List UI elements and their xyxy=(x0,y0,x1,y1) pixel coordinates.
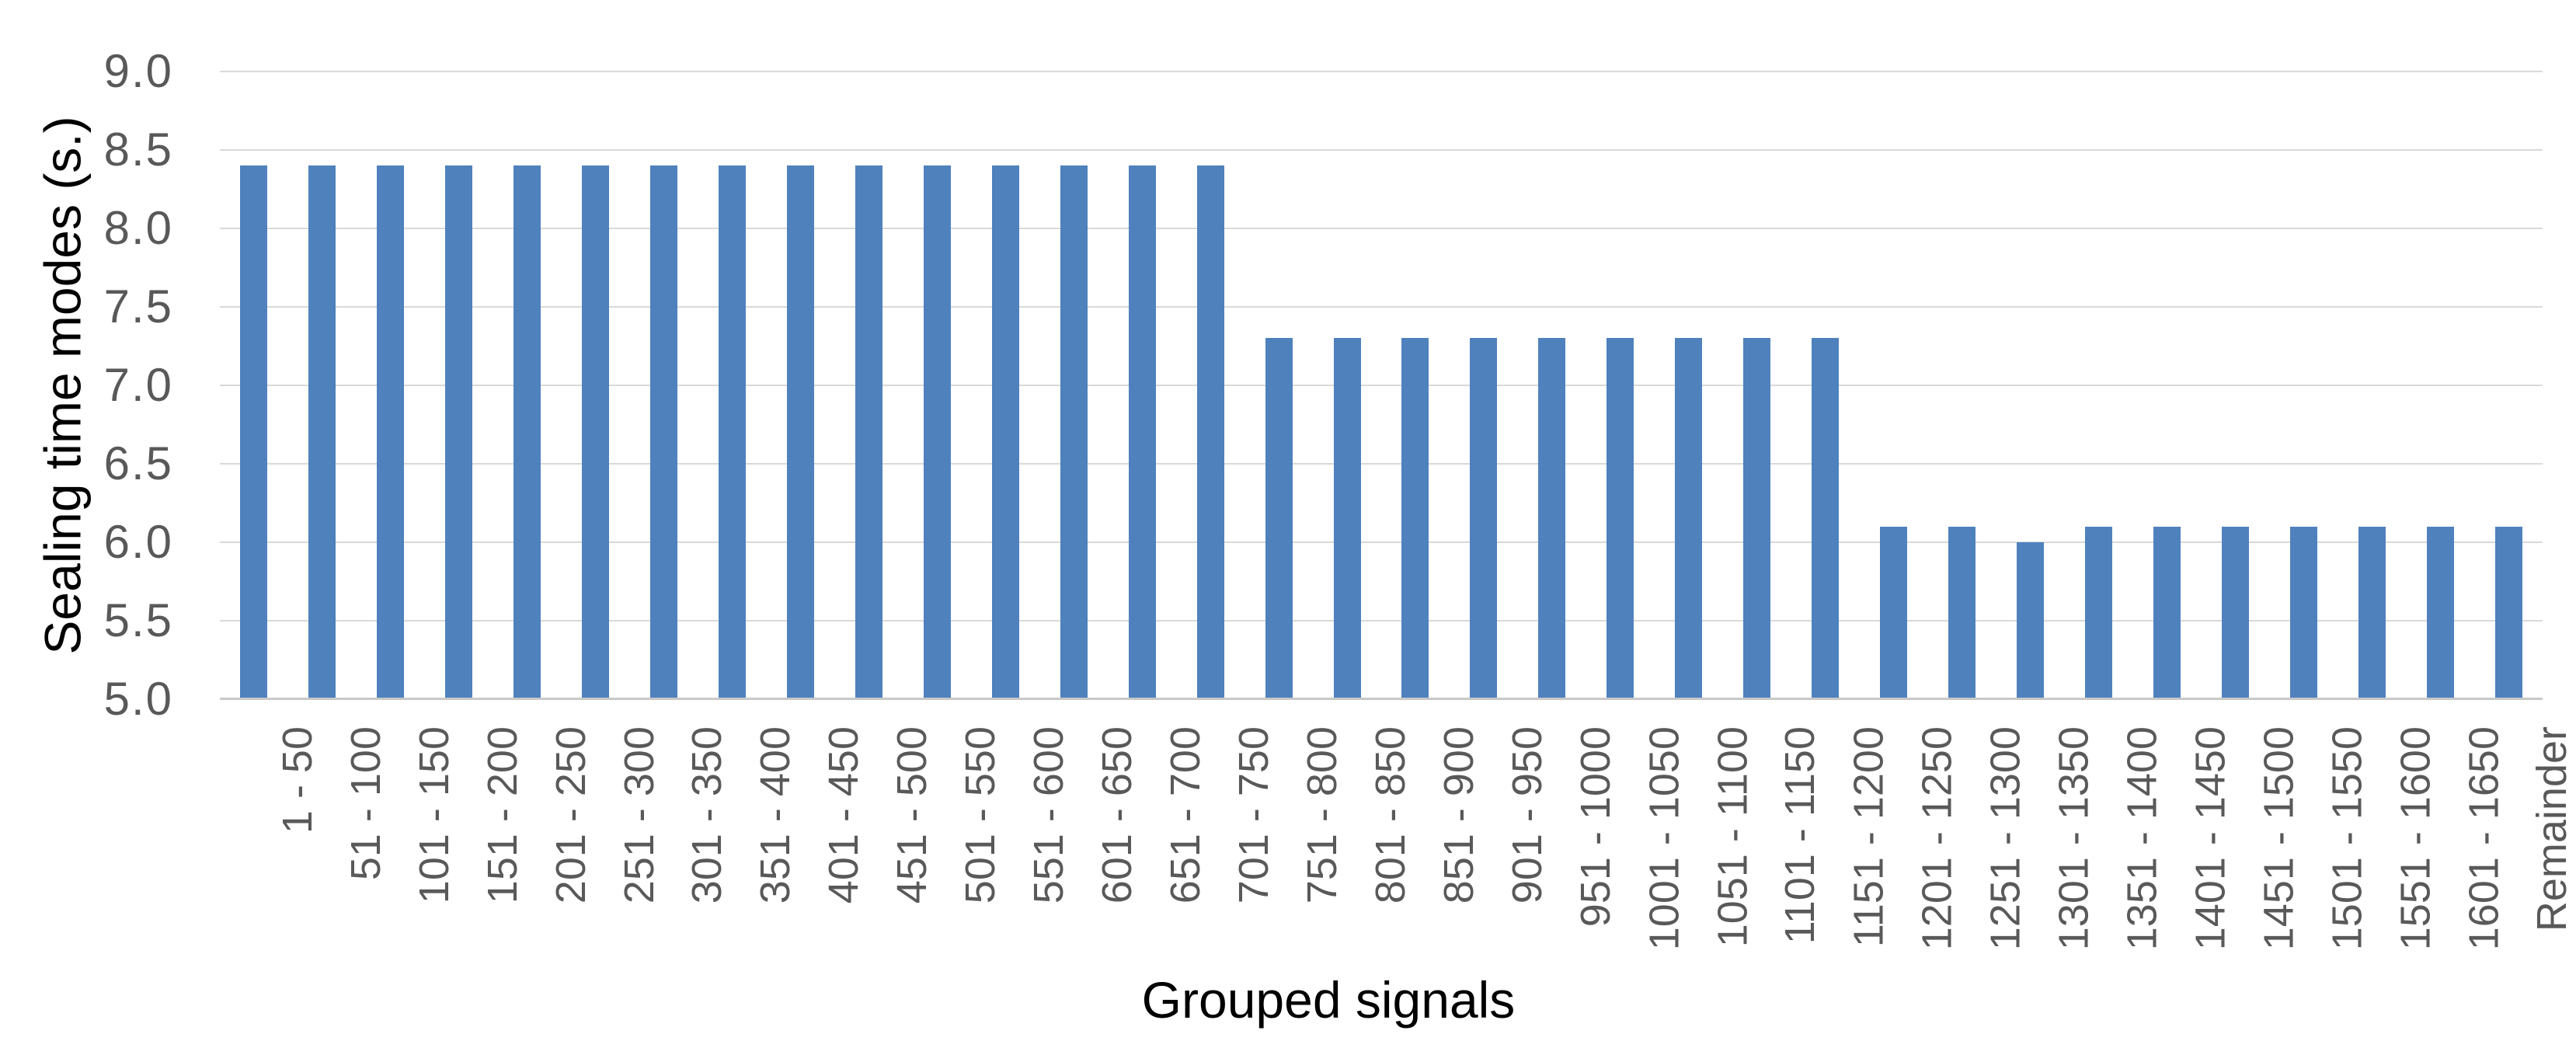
bar xyxy=(1401,338,1429,699)
x-tick-label: 351 - 400 xyxy=(752,726,799,904)
x-tick-label: 1 - 50 xyxy=(273,726,321,834)
x-tick-label: 251 - 300 xyxy=(615,726,663,904)
x-tick-label: 1351 - 1400 xyxy=(2118,726,2166,951)
y-tick-label: 7.5 xyxy=(103,280,173,333)
x-axis-line xyxy=(220,698,2543,700)
y-tick-label: 5.0 xyxy=(103,673,173,725)
y-axis-title-text: Sealing time modes (s.) xyxy=(34,116,92,655)
x-tick-label: 651 - 700 xyxy=(1162,726,1210,904)
bar xyxy=(2358,527,2386,699)
x-tick-label: 801 - 850 xyxy=(1367,726,1415,904)
x-tick-label: Remainder xyxy=(2529,726,2576,932)
bar xyxy=(445,165,472,699)
x-tick-label: 101 - 150 xyxy=(410,726,458,904)
bar xyxy=(1948,527,1976,699)
bar xyxy=(787,165,814,699)
bar xyxy=(1675,338,1702,699)
x-tick-label: 1501 - 1550 xyxy=(2324,726,2371,951)
x-tick-label: 501 - 550 xyxy=(957,726,1004,904)
gridline xyxy=(220,541,2543,543)
x-tick-label: 451 - 500 xyxy=(889,726,936,904)
y-tick-label: 8.5 xyxy=(103,124,173,176)
gridline xyxy=(220,228,2543,229)
bar xyxy=(1470,338,1497,699)
x-tick-label: 1101 - 1150 xyxy=(1777,726,1824,945)
bar xyxy=(992,165,1019,699)
x-tick-label: 701 - 750 xyxy=(1231,726,1278,904)
bar xyxy=(719,165,746,699)
gridline xyxy=(220,620,2543,622)
x-tick-label: 1601 - 1650 xyxy=(2460,726,2508,951)
bar xyxy=(1812,338,1839,699)
y-tick-label: 8.0 xyxy=(103,202,173,254)
x-tick-label: 1001 - 1050 xyxy=(1640,726,1687,951)
bar xyxy=(1060,165,1088,699)
bar xyxy=(924,165,951,699)
gridline xyxy=(220,71,2543,72)
bar xyxy=(2222,527,2249,699)
bar xyxy=(1607,338,1634,699)
y-tick-label: 5.5 xyxy=(103,594,173,646)
x-tick-label: 851 - 900 xyxy=(1435,726,1482,904)
bar xyxy=(2290,527,2317,699)
bar xyxy=(2085,527,2112,699)
y-axis-title: Sealing time modes (s.) xyxy=(28,71,98,699)
bar xyxy=(1334,338,1361,699)
x-tick-label: 51 - 100 xyxy=(342,726,389,881)
x-tick-label: 151 - 200 xyxy=(479,726,526,904)
y-tick-label: 6.0 xyxy=(103,516,173,568)
x-tick-label: 1401 - 1450 xyxy=(2187,726,2234,951)
x-tick-label: 1151 - 1200 xyxy=(1845,726,1892,948)
x-tick-label: 1551 - 1600 xyxy=(2392,726,2439,951)
x-tick-label: 601 - 650 xyxy=(1094,726,1141,904)
x-tick-label: 551 - 600 xyxy=(1025,726,1073,904)
y-tick-label: 7.0 xyxy=(103,359,173,411)
bar xyxy=(1880,527,1907,699)
x-tick-label: 901 - 950 xyxy=(1503,726,1551,904)
bar xyxy=(2153,527,2181,699)
bar xyxy=(1129,165,1156,699)
bar xyxy=(582,165,609,699)
bar xyxy=(513,165,541,699)
x-tick-label: 1251 - 1300 xyxy=(1982,726,2029,951)
bar xyxy=(855,165,882,699)
gridline xyxy=(220,463,2543,465)
x-tick-label: 201 - 250 xyxy=(547,726,594,904)
bar xyxy=(1538,338,1565,699)
bar xyxy=(1265,338,1293,699)
bar xyxy=(2427,527,2454,699)
x-tick-label: 301 - 350 xyxy=(684,726,731,904)
x-tick-label: 1051 - 1100 xyxy=(1708,726,1756,948)
plot-area xyxy=(220,71,2543,700)
bar xyxy=(1197,165,1224,699)
bar xyxy=(1743,338,1770,699)
x-axis-title-text: Grouped signals xyxy=(1141,971,1516,1029)
x-tick-label: 1301 - 1350 xyxy=(2050,726,2097,951)
bar xyxy=(308,165,336,699)
bar xyxy=(240,165,267,699)
bar xyxy=(377,165,404,699)
gridline xyxy=(220,306,2543,308)
x-tick-label: 1201 - 1250 xyxy=(1913,726,1961,951)
x-tick-label: 1451 - 1500 xyxy=(2255,726,2303,951)
bar xyxy=(2017,542,2044,699)
bar xyxy=(650,165,677,699)
gridline xyxy=(220,385,2543,386)
y-tick-label: 9.0 xyxy=(103,45,173,97)
gridline xyxy=(220,149,2543,151)
x-tick-label: 751 - 800 xyxy=(1299,726,1346,904)
x-axis-title: Grouped signals xyxy=(1142,973,1516,1027)
y-tick-label: 6.5 xyxy=(103,437,173,489)
x-tick-label: 401 - 450 xyxy=(820,726,868,904)
bar xyxy=(2495,527,2522,699)
x-tick-label: 951 - 1000 xyxy=(1572,726,1619,928)
